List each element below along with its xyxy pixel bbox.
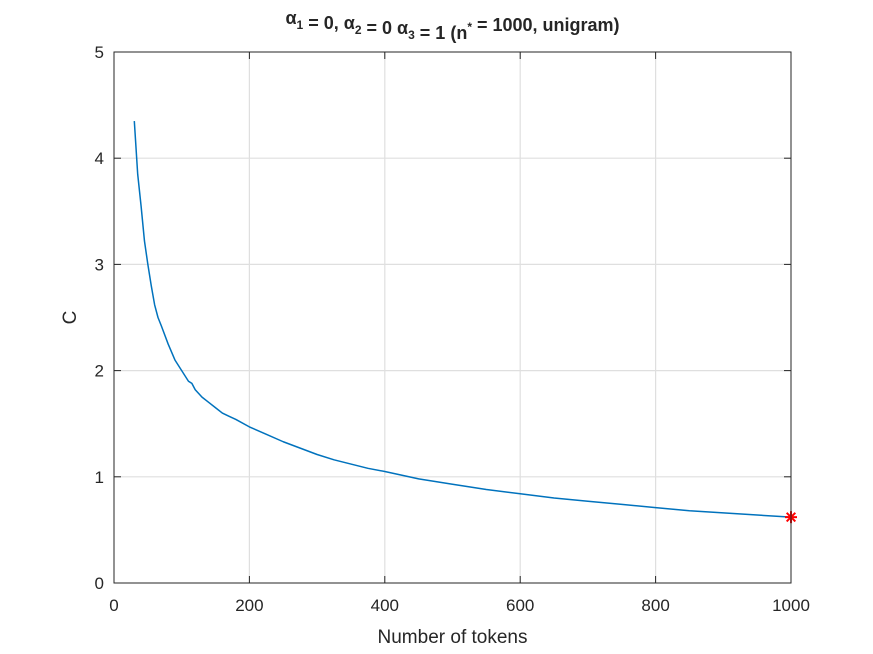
title-segment: α (344, 13, 355, 33)
series-layer (133, 120, 792, 518)
x-tick-label: 200 (235, 596, 263, 615)
axes-frame (113, 51, 792, 584)
x-tick-label: 800 (641, 596, 669, 615)
x-tick-label: 600 (506, 596, 534, 615)
title-subscript: 1 (297, 18, 304, 32)
x-tick-labels: 0 200 400 600 800 1000 (109, 596, 810, 615)
title-segment: = 0 (362, 18, 398, 38)
title-subscript: 2 (355, 23, 362, 37)
x-tick-label: 1000 (772, 596, 810, 615)
x-tick-label: 0 (109, 596, 118, 615)
plot-area (114, 52, 791, 583)
y-tick-label: 1 (95, 468, 104, 487)
y-tick-label: 2 (95, 362, 104, 381)
x-axis-label: Number of tokens (378, 627, 528, 648)
grid-lines (114, 52, 791, 583)
y-tick-label: 0 (95, 574, 104, 593)
series-line-0 (133, 120, 792, 518)
title-segment: = 0, (303, 13, 344, 33)
title-segment: = 1 (n (415, 23, 468, 43)
y-tick-label: 3 (95, 255, 104, 274)
y-axis-label: C (60, 311, 81, 325)
y-tick-labels: 0 1 2 3 4 5 (95, 43, 104, 593)
title-superscript: * (467, 20, 472, 34)
title-segment: α (285, 8, 296, 28)
x-tick-label: 400 (371, 596, 399, 615)
title-segment: = 1000, unigram) (472, 15, 620, 35)
title-subscript: 3 (408, 28, 415, 42)
y-tick-label: 4 (95, 149, 104, 168)
chart-title: α1 = 0, α2 = 0 α3 = 1 (n* = 1000, unigra… (285, 8, 619, 43)
y-tick-label: 5 (95, 43, 104, 62)
title-segment: α (397, 18, 408, 38)
axis-ticks (113, 51, 792, 584)
